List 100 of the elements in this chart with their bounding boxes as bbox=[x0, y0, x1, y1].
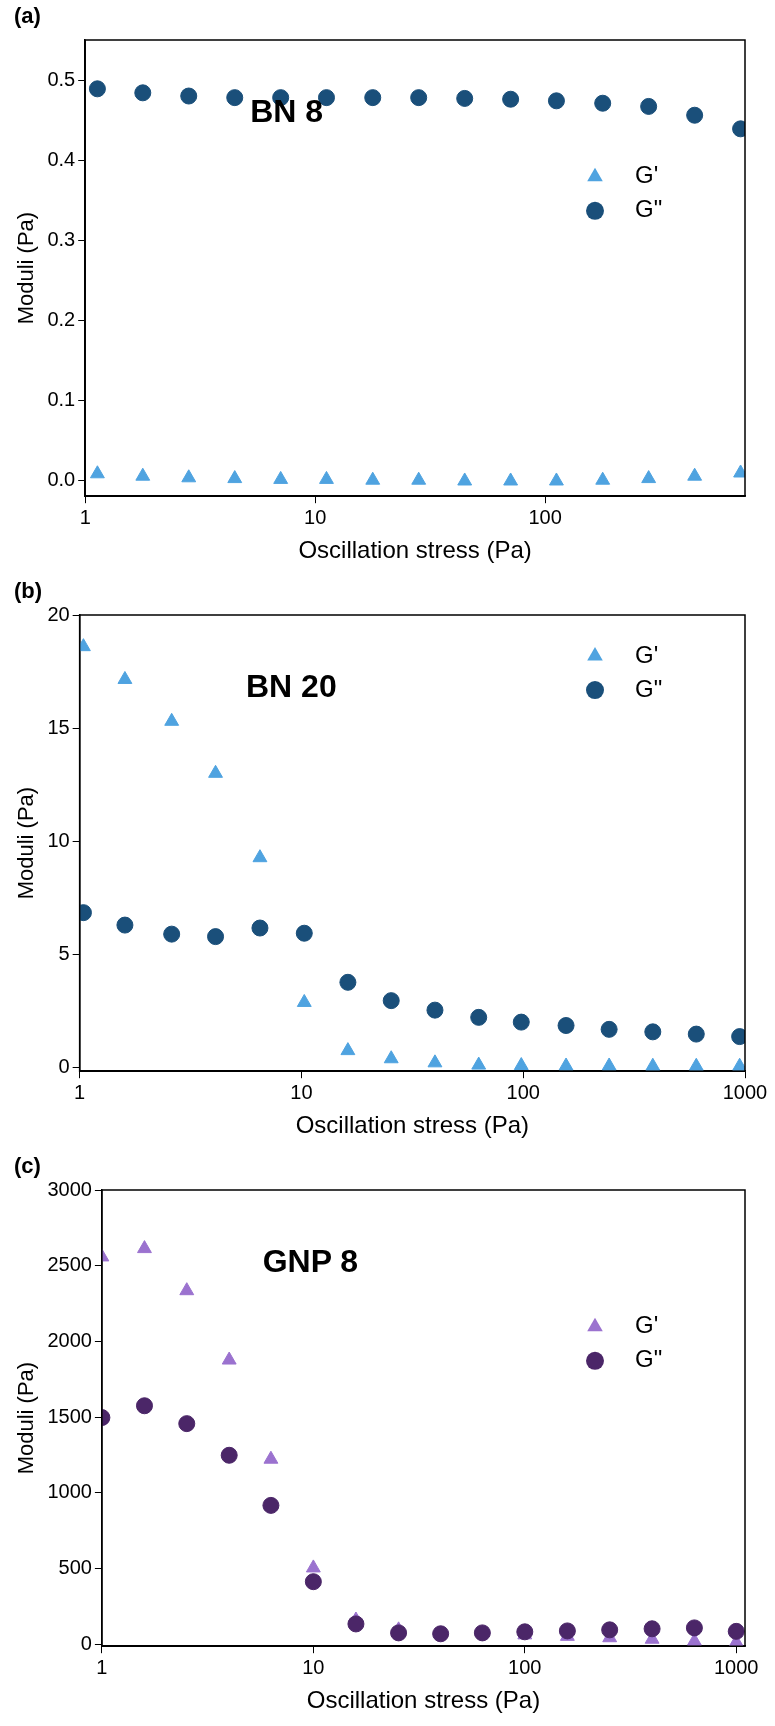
legend-label: G' bbox=[635, 161, 659, 189]
chart-title: (b) bbox=[14, 578, 43, 604]
chart-title: (a) bbox=[14, 3, 41, 29]
point bbox=[134, 84, 152, 102]
point bbox=[181, 469, 197, 483]
point bbox=[685, 1619, 703, 1637]
point bbox=[557, 1017, 575, 1035]
point bbox=[178, 1415, 196, 1433]
point bbox=[296, 993, 312, 1007]
x-tick-label: 100 bbox=[528, 505, 562, 528]
y-axis-title: Moduli (Pa) bbox=[13, 786, 39, 900]
legend-label: G" bbox=[635, 195, 663, 223]
point bbox=[365, 471, 381, 485]
x-axis-title: Oscillation stress (Pa) bbox=[295, 1111, 530, 1139]
y-tick-label: 2500 bbox=[47, 1253, 92, 1276]
point bbox=[686, 106, 704, 124]
point bbox=[687, 467, 703, 481]
point bbox=[339, 973, 357, 991]
point bbox=[688, 1057, 704, 1071]
x-tick-label: 10 bbox=[290, 1080, 313, 1103]
point bbox=[457, 472, 473, 486]
x-tick-label: 10 bbox=[302, 1655, 325, 1678]
x-tick-label: 100 bbox=[506, 1080, 540, 1103]
point bbox=[304, 1573, 322, 1591]
point bbox=[383, 1050, 399, 1064]
point bbox=[410, 89, 428, 107]
point bbox=[549, 472, 564, 486]
x-tick-label: 1 bbox=[79, 505, 91, 528]
point bbox=[390, 1624, 408, 1642]
y-tick-label: 1500 bbox=[47, 1404, 92, 1427]
y-tick-label: 0.5 bbox=[47, 67, 76, 90]
point bbox=[135, 467, 151, 481]
x-tick-label: 1000 bbox=[714, 1655, 759, 1678]
y-axis-title: Moduli (Pa) bbox=[13, 211, 39, 325]
point bbox=[163, 925, 181, 943]
x-tick-label: 1 bbox=[96, 1655, 108, 1678]
point bbox=[180, 87, 198, 105]
y-tick-label: 0 bbox=[58, 1054, 70, 1077]
point bbox=[595, 471, 611, 485]
x-tick-label: 10 bbox=[304, 505, 327, 528]
legend-label: G" bbox=[635, 674, 663, 702]
point bbox=[640, 97, 658, 115]
point bbox=[305, 1559, 321, 1573]
point bbox=[687, 1025, 705, 1043]
point bbox=[252, 849, 268, 863]
annotation: BN 20 bbox=[245, 667, 337, 704]
point bbox=[207, 928, 225, 946]
point bbox=[263, 1450, 279, 1464]
y-tick-label: 0.4 bbox=[47, 147, 76, 170]
point bbox=[432, 1625, 450, 1643]
point bbox=[470, 1008, 488, 1026]
point bbox=[643, 1620, 661, 1638]
point bbox=[456, 89, 474, 107]
point bbox=[251, 919, 269, 937]
point bbox=[502, 90, 520, 108]
x-tick-label: 100 bbox=[508, 1655, 542, 1678]
point bbox=[135, 1397, 153, 1415]
point bbox=[513, 1057, 529, 1071]
point bbox=[179, 1282, 195, 1296]
y-tick-label: 0 bbox=[80, 1631, 92, 1654]
point bbox=[512, 1013, 530, 1031]
y-tick-label: 500 bbox=[58, 1556, 92, 1579]
y-tick-label: 10 bbox=[47, 828, 70, 851]
legend-label: G" bbox=[635, 1345, 663, 1373]
point bbox=[382, 992, 400, 1010]
y-tick-label: 0.0 bbox=[47, 467, 76, 490]
y-tick-label: 0.3 bbox=[47, 227, 76, 250]
annotation: GNP 8 bbox=[262, 1242, 359, 1279]
y-tick-label: 1000 bbox=[47, 1480, 92, 1503]
point bbox=[164, 712, 180, 726]
y-tick-label: 0.1 bbox=[47, 387, 76, 410]
legend-label: G' bbox=[635, 640, 659, 668]
x-axis-title: Oscillation stress (Pa) bbox=[306, 1686, 541, 1714]
point bbox=[503, 472, 519, 486]
point bbox=[262, 1496, 280, 1514]
point bbox=[295, 924, 313, 942]
point bbox=[88, 80, 106, 98]
point bbox=[411, 471, 427, 485]
point bbox=[364, 89, 382, 107]
point bbox=[644, 1023, 662, 1041]
point bbox=[427, 1054, 443, 1068]
point bbox=[727, 1622, 745, 1640]
x-tick-label: 1 bbox=[74, 1080, 86, 1103]
point bbox=[273, 470, 289, 484]
point bbox=[208, 764, 223, 778]
point bbox=[473, 1624, 491, 1642]
point bbox=[426, 1001, 444, 1019]
point bbox=[471, 1056, 487, 1070]
point bbox=[594, 94, 612, 112]
point bbox=[601, 1057, 617, 1071]
point bbox=[319, 470, 334, 484]
point bbox=[340, 1042, 356, 1056]
point bbox=[558, 1057, 574, 1071]
point bbox=[558, 1622, 576, 1640]
y-tick-label: 2000 bbox=[47, 1328, 92, 1351]
y-tick-label: 3000 bbox=[47, 1177, 92, 1200]
point bbox=[220, 1446, 238, 1464]
point bbox=[227, 470, 243, 484]
annotation: BN 8 bbox=[250, 92, 324, 129]
point bbox=[221, 1351, 237, 1365]
